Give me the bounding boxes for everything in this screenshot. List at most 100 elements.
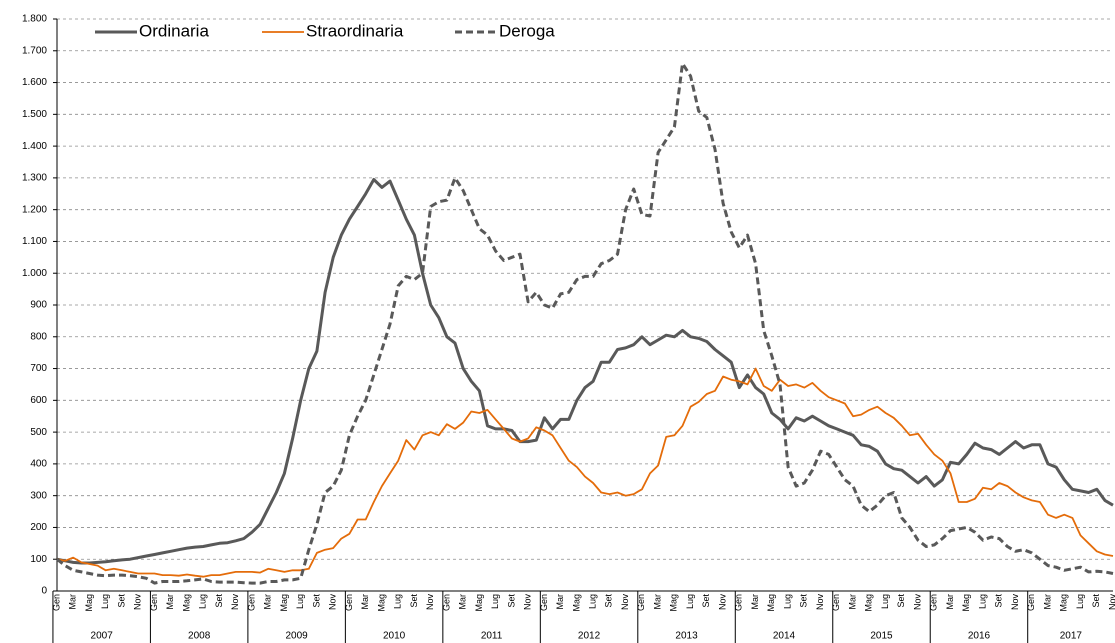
x-tick-label: Mar <box>263 594 273 610</box>
series-line <box>56 178 1114 565</box>
year-label: 2015 <box>870 631 893 642</box>
x-tick-label: Mar <box>750 594 760 610</box>
x-tick-label: Gen <box>1026 594 1036 611</box>
x-tick-label: Mag <box>864 594 874 612</box>
x-tick-label: Gen <box>51 594 61 611</box>
y-tick-label: 700 <box>30 363 47 374</box>
y-tick-label: 1.500 <box>22 109 47 120</box>
x-tick-label: Nov <box>717 594 727 611</box>
x-tick-label: Set <box>409 594 419 608</box>
y-tick-label: 1.300 <box>22 173 47 184</box>
year-label: 2009 <box>286 631 309 642</box>
y-tick-label: 1.700 <box>22 45 47 56</box>
x-tick-label: Mag <box>1059 594 1069 612</box>
y-tick-label: 1.800 <box>22 14 47 25</box>
x-tick-label: Set <box>506 594 516 608</box>
x-tick-label: Lug <box>393 594 403 609</box>
x-tick-label: Mar <box>1042 594 1052 610</box>
x-tick-label: Mag <box>181 594 191 612</box>
y-tick-label: 100 <box>30 554 47 565</box>
y-tick-label: 500 <box>30 427 47 438</box>
x-tick-label: Nov <box>1107 594 1115 611</box>
x-tick-label: Lug <box>782 594 792 609</box>
year-label: 2011 <box>481 631 503 642</box>
x-tick-label: Mag <box>376 594 386 612</box>
x-tick-label: Set <box>116 594 126 608</box>
x-tick-label: Lug <box>295 594 305 609</box>
x-tick-label: Nov <box>425 594 435 611</box>
x-tick-label: Mar <box>847 594 857 610</box>
x-tick-label: Mag <box>571 594 581 612</box>
series-line <box>56 62 1114 585</box>
year-label: 2013 <box>675 631 698 642</box>
y-tick-label: 1.400 <box>22 141 47 152</box>
x-tick-label: Set <box>994 594 1004 608</box>
x-tick-label: Nov <box>133 594 143 611</box>
y-tick-label: 300 <box>30 490 47 501</box>
x-tick-label: Set <box>701 594 711 608</box>
x-tick-label: Mag <box>279 594 289 612</box>
y-tick-label: 900 <box>30 300 47 311</box>
y-tick-label: 600 <box>30 395 47 406</box>
x-tick-label: Lug <box>880 594 890 609</box>
year-label: 2008 <box>188 631 211 642</box>
x-tick-label: Nov <box>1010 594 1020 611</box>
x-tick-label: Gen <box>929 594 939 611</box>
x-tick-label: Lug <box>1075 594 1085 609</box>
x-tick-label: Lug <box>100 594 110 609</box>
x-tick-label: Mar <box>68 594 78 610</box>
x-tick-label: Nov <box>815 594 825 611</box>
x-tick-label: Set <box>604 594 614 608</box>
series-line <box>56 367 1114 578</box>
y-tick-label: 0 <box>41 586 47 597</box>
x-tick-label: Mar <box>652 594 662 610</box>
x-tick-label: Gen <box>246 594 256 611</box>
x-tick-label: Set <box>799 594 809 608</box>
x-tick-label: Lug <box>198 594 208 609</box>
x-tick-label: Set <box>896 594 906 608</box>
y-tick-label: 800 <box>30 331 47 342</box>
x-tick-label: Gen <box>831 594 841 611</box>
legend-label: Straordinaria <box>306 21 404 40</box>
legend-label: Deroga <box>499 21 555 40</box>
x-tick-label: Mag <box>961 594 971 612</box>
x-tick-label: Gen <box>441 594 451 611</box>
y-tick-label: 1.000 <box>22 268 47 279</box>
x-tick-label: Nov <box>230 594 240 611</box>
x-tick-label: Set <box>214 594 224 608</box>
x-tick-label: Mar <box>360 594 370 610</box>
y-tick-label: 1.600 <box>22 77 47 88</box>
y-tick-label: 1.100 <box>22 236 47 247</box>
year-label: 2007 <box>91 631 114 642</box>
x-tick-label: Lug <box>685 594 695 609</box>
x-tick-label: Mar <box>945 594 955 610</box>
year-label: 2014 <box>773 631 796 642</box>
x-tick-label: Mag <box>474 594 484 612</box>
x-tick-label: Lug <box>490 594 500 609</box>
x-tick-label: Lug <box>587 594 597 609</box>
x-tick-label: Gen <box>734 594 744 611</box>
year-label: 2012 <box>578 631 601 642</box>
x-tick-label: Gen <box>149 594 159 611</box>
x-tick-label: Mar <box>555 594 565 610</box>
year-label: 2016 <box>968 631 991 642</box>
x-tick-label: Mag <box>84 594 94 612</box>
x-tick-label: Gen <box>636 594 646 611</box>
year-label: 2010 <box>383 631 406 642</box>
x-tick-label: Set <box>1091 594 1101 608</box>
y-tick-label: 1.200 <box>22 204 47 215</box>
x-tick-label: Gen <box>539 594 549 611</box>
x-tick-label: Nov <box>328 594 338 611</box>
x-tick-label: Nov <box>912 594 922 611</box>
y-tick-label: 400 <box>30 459 47 470</box>
x-tick-label: Nov <box>523 594 533 611</box>
x-tick-label: Mar <box>458 594 468 610</box>
x-tick-label: Mag <box>766 594 776 612</box>
x-tick-label: Mag <box>669 594 679 612</box>
y-tick-label: 200 <box>30 522 47 533</box>
x-tick-label: Mar <box>165 594 175 610</box>
x-tick-label: Gen <box>344 594 354 611</box>
year-label: 2017 <box>1060 631 1083 642</box>
x-tick-label: Nov <box>620 594 630 611</box>
